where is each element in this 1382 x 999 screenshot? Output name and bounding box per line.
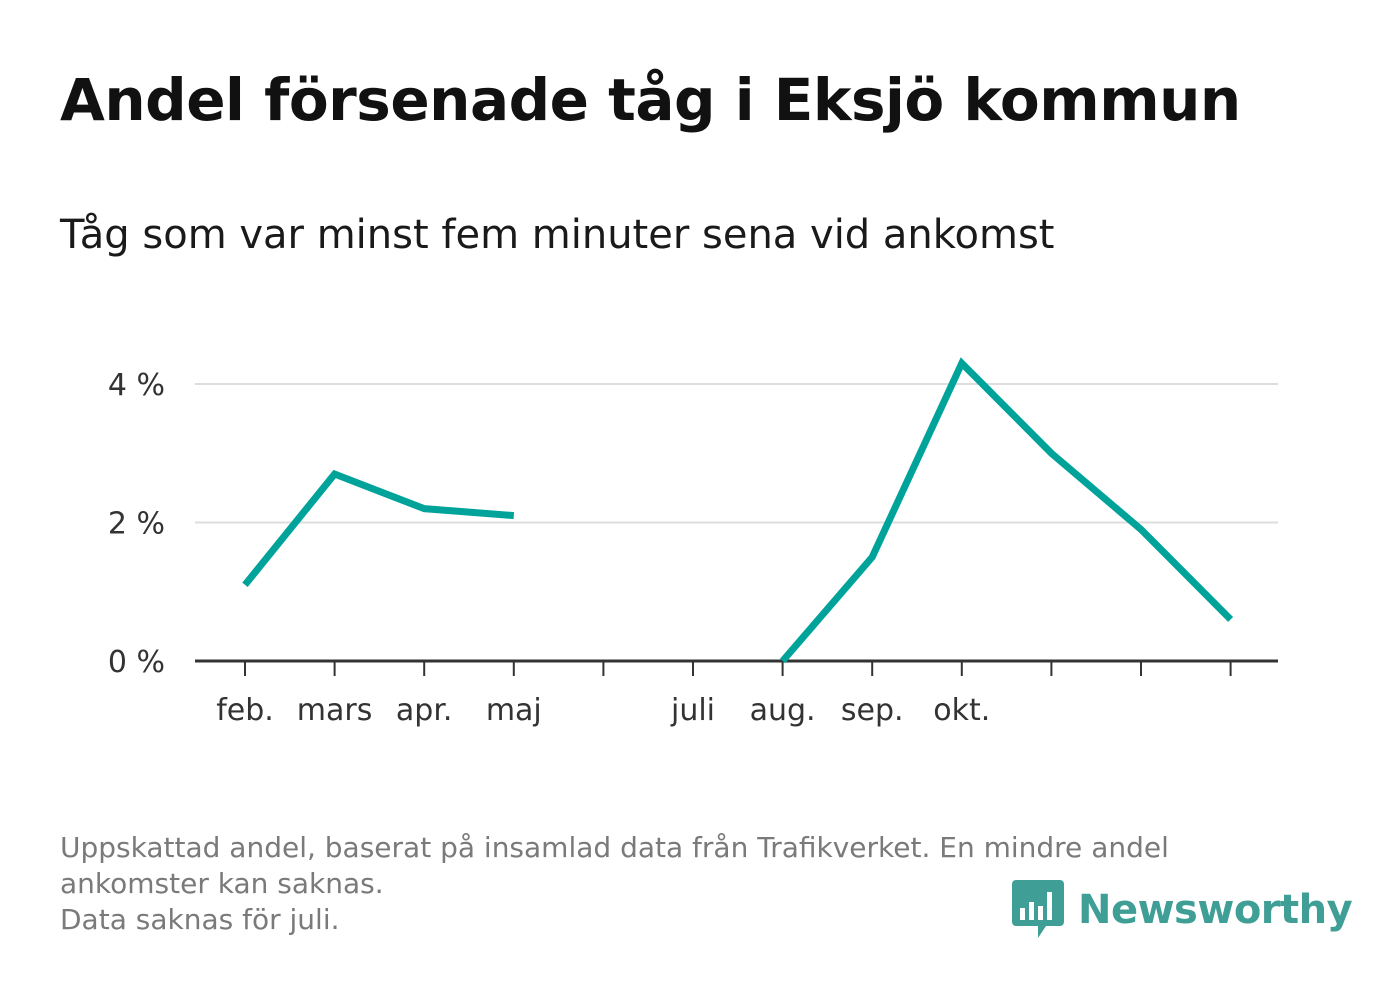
x-tick-label: apr. — [396, 693, 453, 728]
x-tick-label: aug. — [750, 693, 816, 728]
y-tick-label: 0 % — [108, 645, 165, 680]
x-axis-ticks: feb. mars apr. maj juli aug. sep. okt. — [216, 661, 1232, 728]
grid-layer — [195, 383, 1278, 524]
chart-subtitle: Tåg som var minst fem minuter sena vid a… — [60, 212, 1055, 258]
x-tick-label: juli — [670, 693, 715, 728]
chart-title: Andel försenade tåg i Eksjö kommun — [60, 66, 1241, 134]
footnote: Uppskattad andel, baserat på insamlad da… — [60, 830, 1310, 938]
series-line — [779, 357, 1234, 664]
footnote-line-1: Uppskattad andel, baserat på insamlad da… — [60, 831, 1169, 864]
x-tick-label: feb. — [216, 693, 274, 728]
x-tick-label: maj — [486, 693, 542, 728]
brand-logo: Newsworthy — [1012, 878, 1353, 942]
series-layer — [242, 357, 1234, 664]
y-tick-label: 4 % — [108, 368, 165, 403]
bar-chart-speech-bubble-icon — [1012, 880, 1064, 938]
series-line — [242, 469, 515, 588]
footnote-line-3: Data saknas för juli. — [60, 903, 340, 936]
y-axis-ticks: 0 % 2 % 4 % — [108, 368, 165, 680]
brand-name: Newsworthy — [1078, 887, 1353, 933]
y-tick-label: 2 % — [108, 507, 165, 542]
x-tick-label: sep. — [841, 693, 904, 728]
x-tick-label: okt. — [933, 693, 990, 728]
footnote-line-2: ankomster kan saknas. — [60, 867, 384, 900]
x-tick-label: mars — [297, 693, 373, 728]
